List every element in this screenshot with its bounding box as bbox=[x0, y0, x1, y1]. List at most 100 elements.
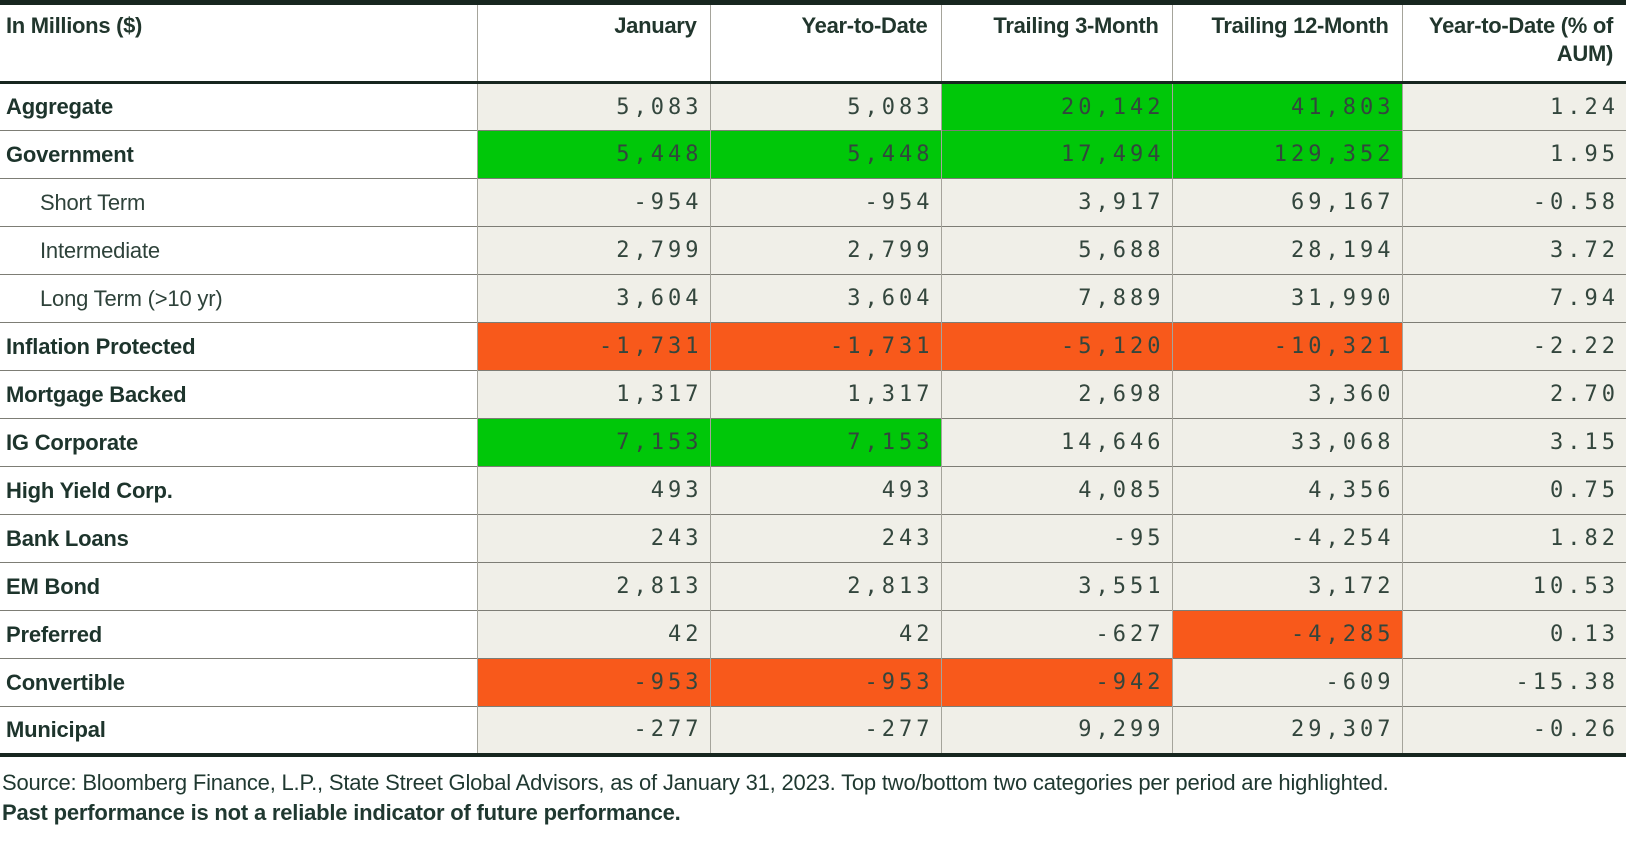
table-body: Aggregate 5,083 5,083 20,142 41,803 1.24 Gover… bbox=[0, 82, 1626, 755]
cell-january: -277 bbox=[476, 706, 710, 755]
cell-trailing-12-month: 129,352 bbox=[1171, 130, 1402, 179]
cell-year-to-date: -277 bbox=[709, 706, 941, 755]
cell-year-to-date: 2,799 bbox=[709, 226, 941, 275]
cell-trailing-12-month: 29,307 bbox=[1171, 706, 1402, 755]
cell-year-to-date: 243 bbox=[709, 514, 941, 563]
cell-january: -1,731 bbox=[476, 322, 710, 371]
table-row: Convertible -953 -953 -942 -609 -15.38 bbox=[0, 658, 1626, 707]
row-label: Short Term bbox=[0, 178, 477, 227]
fund-flows-page: In Millions ($) January Year-to-Date Tra… bbox=[0, 0, 1626, 828]
cell-trailing-12-month: 3,172 bbox=[1171, 562, 1402, 611]
table-row: Municipal -277 -277 9,299 29,307 -0.26 bbox=[0, 706, 1626, 755]
cell-january: 3,604 bbox=[476, 274, 710, 323]
table-row: Long Term (>10 yr) 3,604 3,604 7,889 31,990 7… bbox=[0, 274, 1626, 323]
cell-year-to-date: 3,604 bbox=[709, 274, 941, 323]
cell-trailing-3-month: -627 bbox=[940, 610, 1172, 659]
column-header-trailing-3-month: Trailing 3-Month bbox=[940, 2, 1172, 84]
row-label: Municipal bbox=[0, 706, 477, 755]
table-footer: Source: Bloomberg Finance, L.P., State S… bbox=[0, 757, 1626, 828]
performance-disclaimer: Past performance is not a reliable indic… bbox=[2, 799, 681, 825]
cell-january: 1,317 bbox=[476, 370, 710, 419]
row-label: Intermediate bbox=[0, 226, 477, 275]
table-row: Bank Loans 243 243 -95 -4,254 1.82 bbox=[0, 514, 1626, 563]
source-note: Source: Bloomberg Finance, L.P., State S… bbox=[2, 769, 1389, 795]
table-row: Aggregate 5,083 5,083 20,142 41,803 1.24 bbox=[0, 82, 1626, 131]
row-label: Bank Loans bbox=[0, 514, 477, 563]
cell-january: 493 bbox=[476, 466, 710, 515]
row-label: Aggregate bbox=[0, 82, 477, 131]
cell-trailing-12-month: -4,285 bbox=[1171, 610, 1402, 659]
column-header-ytd-pct-of-aum: Year-to-Date (% of AUM) bbox=[1401, 2, 1626, 84]
column-header-in-millions: In Millions ($) bbox=[0, 2, 477, 84]
cell-trailing-12-month: 28,194 bbox=[1171, 226, 1402, 275]
cell-ytd-pct-of-aum: -15.38 bbox=[1401, 658, 1626, 707]
row-label: Government bbox=[0, 130, 477, 179]
cell-ytd-pct-of-aum: 0.13 bbox=[1401, 610, 1626, 659]
row-label: Preferred bbox=[0, 610, 477, 659]
cell-january: 5,083 bbox=[476, 82, 710, 131]
table-row: Inflation Protected -1,731 -1,731 -5,120 -10… bbox=[0, 322, 1626, 371]
cell-year-to-date: 493 bbox=[709, 466, 941, 515]
cell-january: -953 bbox=[476, 658, 710, 707]
cell-january: 42 bbox=[476, 610, 710, 659]
cell-trailing-12-month: -4,254 bbox=[1171, 514, 1402, 563]
cell-trailing-12-month: 31,990 bbox=[1171, 274, 1402, 323]
cell-trailing-12-month: -609 bbox=[1171, 658, 1402, 707]
cell-year-to-date: 7,153 bbox=[709, 418, 941, 467]
row-label: High Yield Corp. bbox=[0, 466, 477, 515]
cell-year-to-date: 2,813 bbox=[709, 562, 941, 611]
column-header-january: January bbox=[476, 2, 710, 84]
cell-january: -954 bbox=[476, 178, 710, 227]
cell-trailing-3-month: -5,120 bbox=[940, 322, 1172, 371]
row-label: Mortgage Backed bbox=[0, 370, 477, 419]
cell-trailing-3-month: 4,085 bbox=[940, 466, 1172, 515]
column-header-year-to-date: Year-to-Date bbox=[709, 2, 941, 84]
cell-trailing-3-month: 3,917 bbox=[940, 178, 1172, 227]
row-label: EM Bond bbox=[0, 562, 477, 611]
cell-year-to-date: 5,083 bbox=[709, 82, 941, 131]
row-label: Convertible bbox=[0, 658, 477, 707]
cell-trailing-3-month: 7,889 bbox=[940, 274, 1172, 323]
cell-ytd-pct-of-aum: 2.70 bbox=[1401, 370, 1626, 419]
table-row: High Yield Corp. 493 493 4,085 4,356 0.75 bbox=[0, 466, 1626, 515]
cell-trailing-3-month: 5,688 bbox=[940, 226, 1172, 275]
cell-trailing-12-month: -10,321 bbox=[1171, 322, 1402, 371]
row-label: Inflation Protected bbox=[0, 322, 477, 371]
table-header: In Millions ($) January Year-to-Date Tra… bbox=[0, 2, 1626, 84]
cell-january: 2,813 bbox=[476, 562, 710, 611]
cell-year-to-date: 5,448 bbox=[709, 130, 941, 179]
cell-january: 2,799 bbox=[476, 226, 710, 275]
cell-trailing-3-month: 17,494 bbox=[940, 130, 1172, 179]
table-row: Intermediate 2,799 2,799 5,688 28,194 3.72 bbox=[0, 226, 1626, 275]
cell-ytd-pct-of-aum: 1.95 bbox=[1401, 130, 1626, 179]
table-row: Short Term -954 -954 3,917 69,167 -0.58 bbox=[0, 178, 1626, 227]
cell-year-to-date: 1,317 bbox=[709, 370, 941, 419]
cell-ytd-pct-of-aum: -2.22 bbox=[1401, 322, 1626, 371]
cell-ytd-pct-of-aum: 0.75 bbox=[1401, 466, 1626, 515]
cell-ytd-pct-of-aum: 3.15 bbox=[1401, 418, 1626, 467]
row-label: IG Corporate bbox=[0, 418, 477, 467]
cell-trailing-3-month: 9,299 bbox=[940, 706, 1172, 755]
cell-year-to-date: -954 bbox=[709, 178, 941, 227]
cell-trailing-12-month: 41,803 bbox=[1171, 82, 1402, 131]
cell-ytd-pct-of-aum: -0.58 bbox=[1401, 178, 1626, 227]
cell-trailing-12-month: 3,360 bbox=[1171, 370, 1402, 419]
cell-year-to-date: 42 bbox=[709, 610, 941, 659]
cell-trailing-3-month: 20,142 bbox=[940, 82, 1172, 131]
cell-year-to-date: -1,731 bbox=[709, 322, 941, 371]
column-header-trailing-12-month: Trailing 12-Month bbox=[1171, 2, 1402, 84]
cell-trailing-3-month: -95 bbox=[940, 514, 1172, 563]
row-label: Long Term (>10 yr) bbox=[0, 274, 477, 323]
header-row: In Millions ($) January Year-to-Date Tra… bbox=[0, 2, 1626, 84]
cell-ytd-pct-of-aum: 1.82 bbox=[1401, 514, 1626, 563]
cell-ytd-pct-of-aum: 3.72 bbox=[1401, 226, 1626, 275]
table-row: Preferred 42 42 -627 -4,285 0.13 bbox=[0, 610, 1626, 659]
fund-flows-table: In Millions ($) January Year-to-Date Tra… bbox=[0, 0, 1626, 757]
cell-trailing-12-month: 69,167 bbox=[1171, 178, 1402, 227]
cell-year-to-date: -953 bbox=[709, 658, 941, 707]
cell-ytd-pct-of-aum: -0.26 bbox=[1401, 706, 1626, 755]
table-row: IG Corporate 7,153 7,153 14,646 33,068 3.15 bbox=[0, 418, 1626, 467]
cell-january: 7,153 bbox=[476, 418, 710, 467]
table-row: Mortgage Backed 1,317 1,317 2,698 3,360 2.70 bbox=[0, 370, 1626, 419]
cell-ytd-pct-of-aum: 7.94 bbox=[1401, 274, 1626, 323]
